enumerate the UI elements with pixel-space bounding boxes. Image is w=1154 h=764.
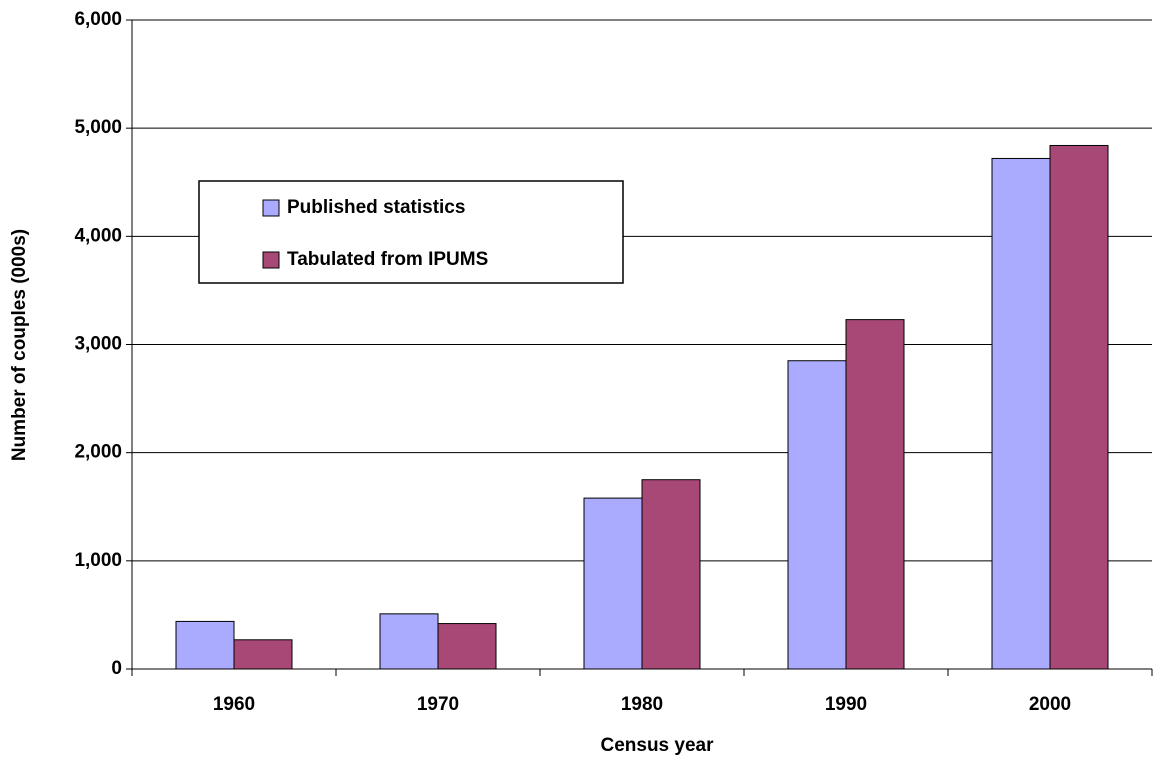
x-axis-label: Census year (600, 735, 714, 756)
x-tick-label: 2000 (1029, 694, 1071, 715)
y-tick-label: 5,000 (74, 117, 122, 138)
y-tick-label: 1,000 (74, 550, 122, 571)
y-tick-label: 6,000 (74, 9, 122, 30)
legend-swatch (262, 199, 280, 217)
bar (641, 479, 701, 670)
x-tick-label: 1980 (621, 694, 663, 715)
legend-swatch (262, 251, 280, 269)
bar (437, 623, 497, 670)
y-tick-label: 4,000 (74, 225, 122, 246)
y-tick-label: 2,000 (74, 442, 122, 463)
bar (1049, 144, 1109, 670)
bar (583, 497, 643, 670)
legend: Published statistics Tabulated from IPUMS (198, 180, 624, 284)
y-axis-label: Number of couples (000s) (9, 229, 30, 461)
x-tick-label: 1990 (825, 694, 867, 715)
bar (233, 639, 293, 670)
y-tick-label: 3,000 (74, 334, 122, 355)
y-tick-label: 0 (111, 658, 122, 679)
bar (991, 157, 1051, 670)
bar (845, 319, 905, 670)
bar (379, 613, 439, 670)
x-tick-label: 1970 (417, 694, 459, 715)
bar (787, 360, 847, 670)
legend-label: Published statistics (287, 197, 465, 218)
bar (175, 620, 235, 670)
legend-label: Tabulated from IPUMS (287, 249, 488, 270)
x-tick-label: 1960 (213, 694, 255, 715)
